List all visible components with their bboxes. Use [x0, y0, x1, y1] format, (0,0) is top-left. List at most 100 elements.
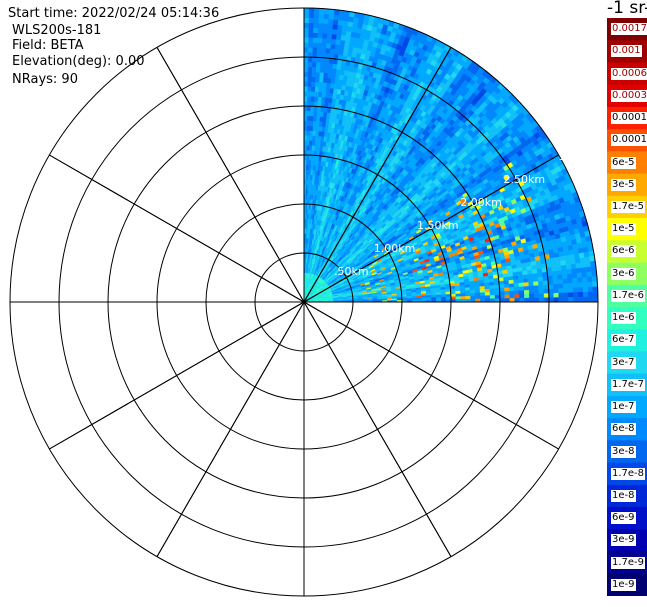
- data-cell: [307, 96, 312, 102]
- data-cell: [565, 259, 572, 266]
- data-cell: [307, 81, 312, 87]
- data-cell: [315, 76, 320, 83]
- data-cell: [323, 13, 330, 20]
- data-cell: [310, 110, 315, 117]
- data-cell: [328, 13, 335, 20]
- data-cell: [323, 72, 329, 79]
- data-cell: [306, 135, 311, 141]
- data-cell: [308, 22, 314, 28]
- data-cell: [336, 29, 343, 36]
- data-cell: [338, 14, 345, 21]
- data-cell: [325, 43, 332, 49]
- data-cell: [313, 17, 320, 24]
- data-cell: [313, 12, 320, 19]
- data-cell: [310, 101, 315, 107]
- data-cell: [569, 258, 576, 265]
- data-cell: [312, 42, 318, 48]
- data-cell: [308, 37, 314, 43]
- data-cell: [321, 47, 327, 54]
- data-cell: [314, 86, 320, 93]
- data-cell: [332, 19, 339, 26]
- data-cell: [303, 91, 308, 97]
- data-cell: [323, 18, 329, 24]
- data-cell: [314, 96, 319, 102]
- data-cell: [317, 101, 322, 107]
- data-cell: [303, 42, 309, 48]
- data-cell: [314, 101, 319, 107]
- data-cell: [303, 110, 308, 117]
- data-cell: [310, 115, 314, 122]
- data-cell: [303, 81, 309, 87]
- data-cell: [323, 67, 329, 74]
- data-cell: [313, 27, 319, 34]
- data-cell: [312, 37, 319, 43]
- data-cell: [303, 105, 308, 112]
- data-cell: [313, 115, 318, 122]
- data-cell: [335, 39, 342, 46]
- data-cell: [309, 125, 314, 131]
- data-cell: [303, 7, 310, 14]
- data-cell: [306, 159, 310, 166]
- data-cell: [315, 81, 320, 88]
- data-cell: [336, 34, 342, 41]
- data-cell: [303, 71, 309, 77]
- data-cell: [307, 56, 313, 63]
- data-cell: [318, 13, 325, 19]
- data-cell: [337, 19, 344, 26]
- data-cell: [316, 52, 322, 58]
- data-cell: [332, 24, 339, 30]
- data-cell: [311, 81, 316, 87]
- data-cell: [307, 61, 313, 68]
- backscatter-field: [303, 7, 599, 303]
- data-cell: [326, 38, 332, 44]
- data-cell: [307, 100, 312, 107]
- data-cell: [307, 110, 311, 117]
- data-cell: [565, 264, 572, 270]
- data-cell: [315, 71, 321, 78]
- data-cell: [318, 17, 325, 24]
- data-cell: [326, 33, 333, 40]
- data-cell: [580, 262, 587, 269]
- data-cell: [560, 264, 567, 271]
- data-cell: [556, 265, 562, 272]
- data-cell: [317, 42, 323, 49]
- data-cell: [309, 120, 314, 127]
- data-cell: [319, 76, 324, 83]
- data-cell: [312, 47, 318, 53]
- data-cell: [343, 15, 350, 22]
- data-cell: [310, 91, 316, 97]
- data-cell: [309, 140, 313, 146]
- data-cell: [306, 164, 309, 170]
- data-cell: [313, 110, 318, 117]
- data-cell: [306, 120, 311, 126]
- data-cell: [321, 42, 327, 49]
- data-cell: [309, 130, 314, 136]
- data-cell: [307, 71, 313, 77]
- data-cell: [318, 81, 324, 88]
- data-cell: [551, 266, 558, 272]
- data-cell: [555, 261, 562, 267]
- data-cell: [327, 28, 333, 35]
- data-cell: [325, 47, 331, 54]
- data-cell: [322, 82, 328, 88]
- data-cell: [311, 71, 317, 78]
- data-cell: [531, 269, 538, 275]
- data-cell: [307, 86, 312, 92]
- data-cell: [309, 135, 313, 141]
- data-cell: [337, 24, 344, 31]
- data-cell: [575, 262, 582, 269]
- data-cell: [303, 51, 309, 58]
- data-cell: [308, 42, 314, 48]
- data-cell: [313, 22, 319, 29]
- data-cell: [303, 66, 309, 72]
- data-cell: [323, 77, 328, 83]
- data-cell: [303, 100, 308, 107]
- data-cell: [320, 57, 326, 64]
- data-cell: [303, 76, 309, 82]
- data-cell: [331, 28, 338, 35]
- data-cell: [330, 38, 337, 45]
- data-cell: [303, 37, 309, 43]
- data-cell: [313, 7, 320, 14]
- data-cell: [309, 145, 313, 151]
- data-cell: [303, 95, 308, 102]
